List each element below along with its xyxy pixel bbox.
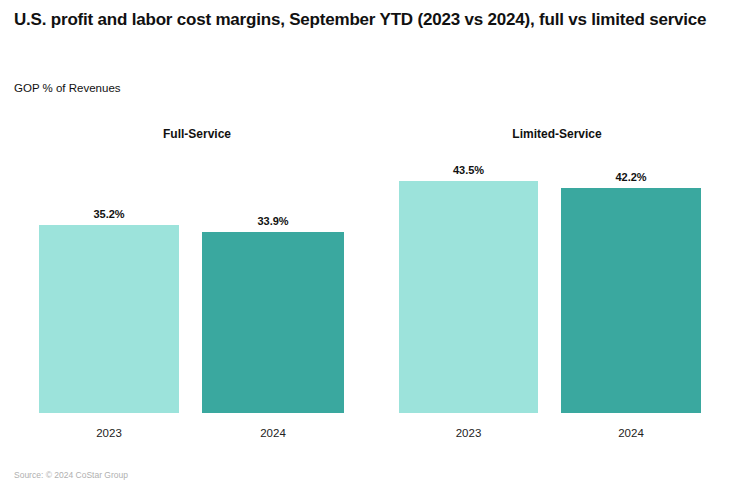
- x-axis-label: 2023: [39, 427, 179, 439]
- x-axis-label: 2024: [561, 427, 701, 439]
- bar-value-label: 35.2%: [93, 208, 124, 220]
- source-attribution: Source: © 2024 CoStar Group: [14, 470, 128, 480]
- bar-rect: [399, 181, 538, 413]
- bar-value-label: 33.9%: [257, 215, 288, 227]
- chart-canvas: U.S. profit and labor cost margins, Sept…: [0, 0, 733, 489]
- bar-rect: [202, 232, 344, 413]
- chart-title: U.S. profit and labor cost margins, Sept…: [14, 6, 706, 34]
- bar-full-service-2024: 33.9% 2024: [202, 215, 344, 413]
- bar-limited-service-2023: 43.5% 2023: [399, 164, 538, 413]
- x-axis-label: 2024: [202, 427, 344, 439]
- chart-subtitle-gop-percent: GOP % of Revenues: [14, 82, 121, 94]
- group-header-full-service: Full-Service: [39, 127, 355, 141]
- bar-value-label: 43.5%: [453, 164, 484, 176]
- bar-limited-service-2024: 42.2% 2024: [561, 171, 701, 413]
- bar-rect: [561, 188, 701, 413]
- bar-value-label: 42.2%: [615, 171, 646, 183]
- bar-full-service-2023: 35.2% 2023: [39, 208, 179, 413]
- bar-rect: [39, 225, 179, 413]
- x-axis-label: 2023: [399, 427, 538, 439]
- group-header-limited-service: Limited-Service: [399, 127, 715, 141]
